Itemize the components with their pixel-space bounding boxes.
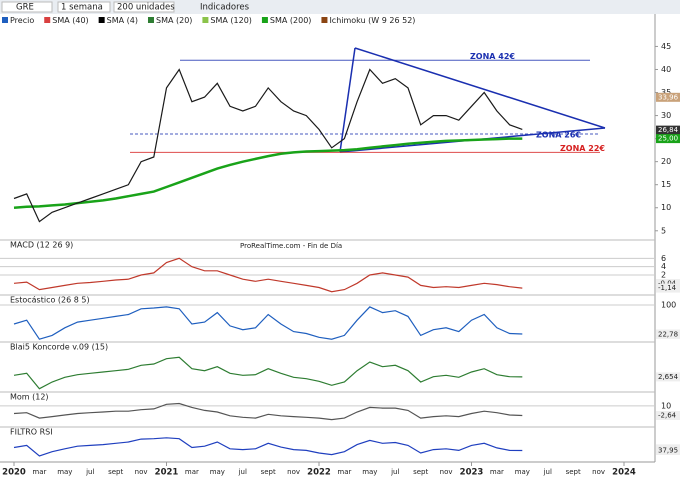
x-month-label: sept	[108, 468, 123, 476]
indicator-line	[13, 306, 523, 340]
price-label-box	[656, 92, 680, 102]
y-tick-label: 35	[661, 88, 671, 97]
zone-label: ZONA 26€	[536, 131, 581, 140]
y-tick-label: 15	[661, 180, 671, 189]
panel-title: FILTRO RSI	[10, 428, 53, 437]
panel-title: Blai5 Koncorde v.09 (15)	[10, 343, 108, 352]
panel-title: Mom (12)	[10, 393, 49, 402]
price-label-box	[656, 283, 680, 293]
x-month-label: may	[210, 468, 225, 476]
x-month-label: may	[515, 468, 530, 476]
price-line	[13, 68, 523, 223]
zone-label: ZONA 22€	[560, 144, 605, 153]
price-label: -1,14	[658, 284, 677, 292]
y-tick-label: 10	[661, 203, 671, 212]
indicator-line	[13, 402, 523, 421]
price-label: 2,654	[658, 373, 679, 381]
price-label-box	[656, 125, 680, 135]
price-label: 26,84	[658, 126, 679, 134]
y-tick-label: 5	[661, 226, 666, 235]
x-year-label: 2024	[612, 468, 636, 478]
x-month-label: mar	[32, 468, 46, 476]
legend-swatch	[202, 17, 209, 23]
x-month-label: jul	[238, 468, 247, 476]
x-month-label: jul	[390, 468, 399, 476]
price-label: 33,96	[658, 93, 679, 101]
y-tick-label: 40	[661, 65, 671, 74]
symbol-box[interactable]	[1, 1, 53, 13]
price-label: 37,95	[658, 446, 678, 454]
x-month-label: jul	[85, 468, 94, 476]
legend-swatch	[2, 17, 8, 23]
zone-label: ZONA 42€	[470, 52, 515, 61]
x-year-label: 2022	[307, 468, 331, 478]
y-tick-label: 4	[661, 262, 666, 271]
triangle-line	[354, 47, 606, 129]
x-month-label: sept	[261, 468, 276, 476]
price-label-box	[656, 411, 680, 421]
indicators-button[interactable]: Indicadores	[200, 3, 250, 13]
legend-item: SMA (200)	[270, 16, 312, 25]
price-label-box	[656, 329, 680, 339]
indicator-line	[13, 356, 523, 390]
legend-item: SMA (40)	[52, 16, 88, 25]
symbol[interactable]: GRE	[16, 3, 34, 13]
price-label: 22,78	[658, 330, 678, 338]
price-label-box	[656, 134, 680, 144]
legend-item: Precio	[10, 16, 34, 25]
x-month-label: jul	[543, 468, 552, 476]
y-tick-label: 20	[661, 157, 671, 166]
interval[interactable]: 1 semana	[61, 3, 103, 13]
legend-swatch	[261, 17, 268, 23]
watermark: ProRealTime.com - Fin de Día	[240, 242, 342, 250]
price-label-box	[656, 279, 680, 288]
x-month-label: nov	[135, 468, 148, 476]
x-month-label: may	[57, 468, 72, 476]
y-tick-label: 45	[661, 42, 671, 51]
triangle-line	[339, 47, 356, 153]
y-tick-label: 30	[661, 111, 671, 120]
x-month-label: mar	[490, 468, 504, 476]
indicator-line	[13, 257, 523, 293]
legend-swatch	[98, 17, 105, 23]
legend-item: SMA (20)	[156, 16, 192, 25]
x-month-label: mar	[185, 468, 199, 476]
x-month-label: may	[362, 468, 377, 476]
indicator-line	[13, 437, 523, 457]
panel-title: MACD (12 26 9)	[10, 241, 73, 250]
x-month-label: mar	[337, 468, 351, 476]
x-month-label: nov	[440, 468, 453, 476]
price-label-box	[656, 372, 680, 382]
panel-title: Estocástico (26 8 5)	[10, 296, 90, 305]
price-label: -0,04	[658, 280, 677, 288]
x-month-label: sept	[566, 468, 581, 476]
x-month-label: sept	[413, 468, 428, 476]
legend-item: SMA (4)	[107, 16, 138, 25]
y-tick-label: 100	[661, 301, 676, 310]
legend-swatch	[44, 17, 51, 23]
sma-200	[13, 137, 523, 209]
units-box[interactable]	[113, 1, 175, 13]
price-label: 25,00	[658, 135, 678, 143]
legend-item: SMA (120)	[210, 16, 252, 25]
x-month-label: nov	[287, 468, 300, 476]
price-label: -2,64	[658, 412, 677, 420]
y-tick-label: 10	[661, 401, 671, 410]
legend-swatch	[147, 17, 154, 23]
x-year-label: 2021	[155, 468, 179, 478]
legend-item: Ichimoku (W 9 26 52)	[329, 16, 415, 25]
x-year-label: 2023	[460, 468, 484, 478]
price-label-box	[656, 445, 680, 455]
x-month-label: nov	[592, 468, 605, 476]
x-year-label: 2020	[2, 468, 26, 478]
y-tick-label: 2	[661, 271, 666, 280]
units[interactable]: 200 unidades	[117, 3, 175, 13]
y-tick-label: 6	[661, 254, 666, 263]
legend-swatch	[321, 17, 328, 23]
interval-box[interactable]	[57, 1, 111, 13]
